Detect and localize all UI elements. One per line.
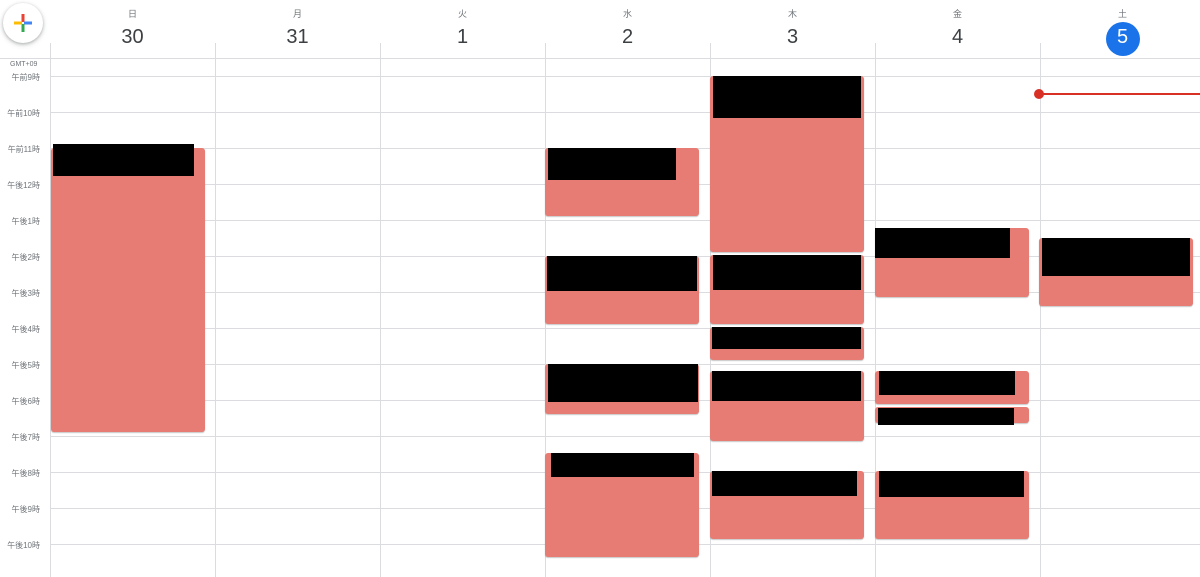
- day-gridline: [380, 58, 381, 577]
- day-header-thu: 木 3: [710, 0, 875, 58]
- hour-label: 午前11時: [7, 145, 40, 154]
- date-number[interactable]: 4: [951, 26, 964, 48]
- redacted-event-title: [53, 144, 194, 176]
- header-divider: [710, 43, 711, 58]
- hour-label: 午後9時: [11, 505, 40, 514]
- calendar-event[interactable]: [875, 371, 1029, 404]
- redacted-event-title: [548, 148, 676, 180]
- current-time-dot: [1034, 89, 1044, 99]
- day-gridline: [50, 58, 51, 577]
- redacted-event-title: [879, 371, 1015, 395]
- hour-gridline: [50, 328, 1200, 329]
- calendar-event[interactable]: [710, 371, 864, 441]
- calendar-event[interactable]: [710, 76, 864, 252]
- hour-label: 午後6時: [11, 397, 40, 406]
- hour-label: 午後8時: [11, 469, 40, 478]
- current-time-line: [1041, 93, 1200, 95]
- calendar-event[interactable]: [545, 453, 699, 557]
- redacted-event-title: [1042, 238, 1190, 276]
- header-divider: [215, 43, 216, 58]
- date-number[interactable]: 2: [621, 26, 634, 48]
- header-divider: [545, 43, 546, 58]
- date-number[interactable]: 3: [786, 26, 799, 48]
- hour-label: 午後10時: [7, 541, 40, 550]
- hour-label: 午前9時: [11, 73, 40, 82]
- date-number[interactable]: 31: [286, 26, 309, 48]
- day-of-week: 月: [292, 9, 302, 19]
- day-of-week: 水: [622, 9, 632, 19]
- calendar-event[interactable]: [710, 327, 864, 360]
- redacted-event-title: [548, 364, 698, 402]
- hour-label: 午後5時: [11, 361, 40, 370]
- hour-label: 午前10時: [7, 109, 40, 118]
- redacted-event-title: [547, 256, 697, 291]
- redacted-event-title: [713, 76, 861, 118]
- date-number[interactable]: 1: [456, 26, 469, 48]
- calendar-event[interactable]: [545, 256, 699, 324]
- calendar-event[interactable]: [545, 148, 699, 216]
- day-of-week: 土: [1117, 9, 1127, 19]
- day-header-tue: 火 1: [380, 0, 545, 58]
- redacted-event-title: [551, 453, 694, 477]
- date-number[interactable]: 30: [121, 26, 144, 48]
- today-date-number[interactable]: 5: [1105, 22, 1140, 56]
- day-of-week: 火: [457, 9, 467, 19]
- calendar-event[interactable]: [710, 255, 864, 324]
- hour-label: 午後2時: [11, 253, 40, 262]
- day-of-week: 日: [127, 9, 137, 19]
- day-gridline: [875, 58, 876, 577]
- calendar-event[interactable]: [710, 471, 864, 539]
- header-divider: [380, 43, 381, 58]
- header-divider: [875, 43, 876, 58]
- day-gridline: [1040, 58, 1041, 577]
- header-divider: [50, 43, 51, 58]
- timezone-label: GMT+09: [10, 61, 38, 68]
- calendar-event[interactable]: [875, 228, 1029, 297]
- redacted-event-title: [875, 228, 1010, 258]
- create-button[interactable]: [3, 3, 43, 43]
- calendar-event[interactable]: [545, 364, 699, 414]
- hour-gridline: [50, 112, 1200, 113]
- calendar-event[interactable]: [1039, 238, 1193, 306]
- hour-label: 午後1時: [11, 217, 40, 226]
- redacted-event-title: [878, 408, 1014, 425]
- day-header-sun: 日 30: [50, 0, 215, 58]
- calendar-event[interactable]: [51, 144, 205, 432]
- header-divider: [1040, 43, 1041, 58]
- day-of-week: 木: [787, 9, 797, 19]
- redacted-event-title: [712, 371, 861, 401]
- hour-label: 午後3時: [11, 289, 40, 298]
- plus-multicolor-icon: [14, 14, 32, 32]
- hour-label: 午後4時: [11, 325, 40, 334]
- calendar-event[interactable]: [875, 407, 1029, 425]
- day-of-week: 金: [952, 9, 962, 19]
- day-gridline: [215, 58, 216, 577]
- hour-gridline: [50, 436, 1200, 437]
- day-header-wed: 水 2: [545, 0, 710, 58]
- hour-label: 午後12時: [7, 181, 40, 190]
- calendar-header: 日 30 月 31 火 1 水 2 木 3 金 4 土 5: [0, 0, 1200, 59]
- day-header-mon: 月 31: [215, 0, 380, 58]
- hour-gridline: [50, 220, 1200, 221]
- redacted-event-title: [879, 471, 1024, 497]
- calendar-event[interactable]: [875, 471, 1029, 539]
- redacted-event-title: [712, 327, 861, 349]
- day-header-fri: 金 4: [875, 0, 1040, 58]
- hour-label: 午後7時: [11, 433, 40, 442]
- hour-gridline: [50, 76, 1200, 77]
- day-header-sat: 土 5: [1040, 0, 1200, 58]
- redacted-event-title: [712, 471, 857, 496]
- redacted-event-title: [713, 255, 861, 290]
